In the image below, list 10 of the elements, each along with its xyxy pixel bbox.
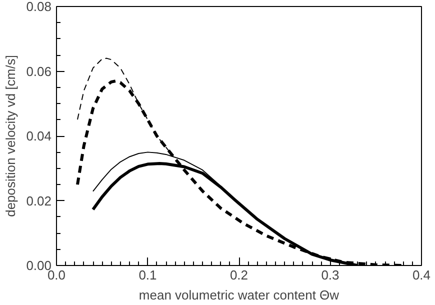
x-axis-title: mean volumetric water content Θw xyxy=(138,288,340,302)
y-tick-label: 0.02 xyxy=(26,193,52,208)
x-tick-label: 0.3 xyxy=(321,268,340,282)
x-tick-label: 0.1 xyxy=(138,268,157,282)
x-tick-label: 0.2 xyxy=(230,268,248,282)
y-tick-label: 0.08 xyxy=(26,0,52,14)
y-axis-title: deposition velocity vd [cm/s] xyxy=(3,55,18,217)
x-tick-label: 0.4 xyxy=(412,268,431,282)
y-tick-label: 0.04 xyxy=(26,128,52,144)
y-tick-label: 0.06 xyxy=(26,64,52,79)
